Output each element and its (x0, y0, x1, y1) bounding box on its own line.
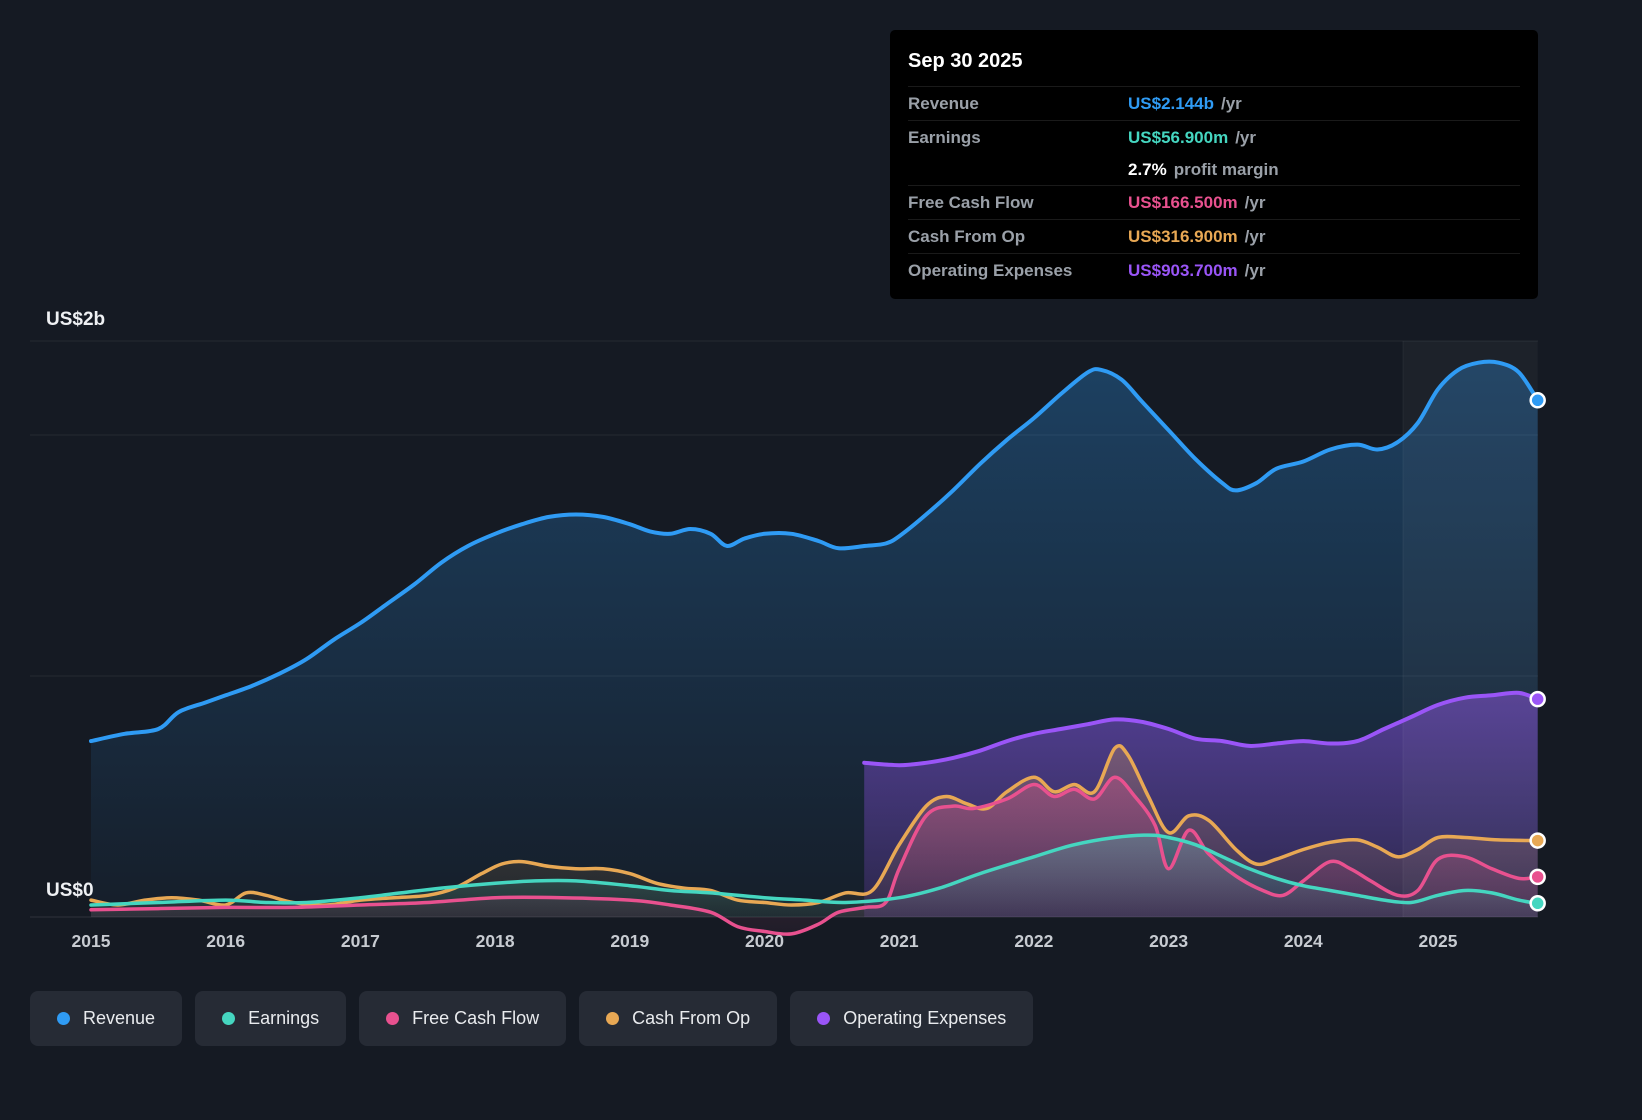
legend-item-revenue[interactable]: Revenue (30, 991, 183, 1046)
x-tick-label: 2025 (1419, 931, 1458, 951)
tooltip-margin-value: 2.7% (1128, 159, 1167, 179)
x-tick-label: 2022 (1014, 931, 1053, 951)
tooltip-label: Cash From Op (908, 226, 1026, 246)
tooltip-suffix: /yr (1221, 93, 1242, 113)
tooltip-label: Earnings (908, 127, 981, 147)
revenue-end-marker (1529, 392, 1546, 409)
recent-period-band (1403, 341, 1538, 917)
tooltip-row-free-cash-flow: Free Cash Flow US$166.500m/yr (908, 185, 1520, 219)
chart-legend: Revenue Earnings Free Cash Flow Cash Fro… (30, 991, 1034, 1046)
series-areas (91, 361, 1538, 935)
x-tick-label: 2020 (745, 931, 784, 951)
legend-item-operating-expenses[interactable]: Operating Expenses (790, 991, 1034, 1046)
free-cash-flow-end-marker (1529, 868, 1546, 886)
tooltip-value: US$2.144b (1128, 93, 1214, 113)
cash-from-op-line (89, 744, 1540, 907)
tooltip-row-earnings: Earnings US$56.900m/yr (908, 120, 1520, 154)
tooltip-suffix: /yr (1244, 226, 1266, 246)
revenue-line (89, 359, 1540, 744)
tooltip-row-revenue: Revenue US$2.144b/yr (908, 86, 1520, 120)
y-axis-label: US$0 (46, 880, 94, 901)
legend-label: Cash From Op (632, 1008, 751, 1028)
legend-label: Free Cash Flow (412, 1008, 540, 1028)
revenue-dot-icon (57, 1012, 70, 1025)
series-lines (89, 359, 1540, 936)
cash-from-op-end-marker (1529, 832, 1546, 849)
tooltip-suffix: /yr (1235, 127, 1256, 147)
tooltip-suffix: /yr (1244, 192, 1266, 212)
x-tick-label: 2018 (476, 931, 515, 951)
tooltip-label: Operating Expenses (908, 260, 1073, 280)
free-cash-flow-line (89, 775, 1540, 936)
earnings-end-marker (1529, 895, 1546, 912)
data-tooltip: Sep 30 2025 Revenue US$2.144b/yr Earning… (890, 30, 1538, 299)
end-markers (1529, 392, 1546, 912)
x-tick-label: 2019 (610, 931, 649, 951)
operating-expenses-line (862, 690, 1540, 768)
tooltip-row-operating-expenses: Operating Expenses US$903.700m/yr (908, 253, 1520, 287)
legend-item-cash-from-op[interactable]: Cash From Op (579, 991, 778, 1046)
x-tick-label: 2015 (72, 931, 111, 951)
tooltip-label: Free Cash Flow (908, 192, 1034, 212)
free-cash-flow-dot-icon (386, 1012, 400, 1025)
tooltip-value: US$166.500m (1128, 192, 1238, 212)
x-tick-label: 2021 (880, 931, 919, 951)
x-tick-label: 2023 (1149, 931, 1188, 951)
tooltip-row-profit-margin: 2.7% profit margin (908, 154, 1520, 185)
y-axis-label: US$2b (46, 309, 105, 330)
x-tick-label: 2017 (341, 931, 380, 951)
earnings-dot-icon (222, 1012, 236, 1025)
x-tick-label: 2016 (206, 931, 245, 951)
tooltip-date: Sep 30 2025 (908, 50, 1023, 72)
tooltip-suffix: /yr (1244, 260, 1266, 280)
legend-item-earnings[interactable]: Earnings (195, 991, 347, 1046)
legend-label: Operating Expenses (843, 1008, 1007, 1028)
x-tick-label: 2024 (1284, 931, 1323, 951)
tooltip-value: US$903.700m (1128, 260, 1238, 280)
legend-label: Revenue (83, 1008, 156, 1028)
tooltip-value: US$56.900m (1128, 127, 1229, 147)
tooltip-label: Revenue (908, 93, 979, 113)
legend-item-free-cash-flow[interactable]: Free Cash Flow (359, 991, 567, 1046)
earnings-line (89, 833, 1540, 907)
tooltip-margin-suffix: profit margin (1173, 159, 1279, 179)
legend-label: Earnings (248, 1008, 320, 1028)
operating-expenses-dot-icon (817, 1012, 831, 1025)
x-axis-labels: 2015 2016 2017 2018 2019 2020 2021 2022 2023 2024… (72, 931, 1458, 951)
tooltip-value: US$316.900m (1128, 226, 1238, 246)
operating-expenses-end-marker (1529, 690, 1546, 708)
cash-from-op-dot-icon (606, 1012, 620, 1025)
tooltip-row-cash-from-op: Cash From Op US$316.900m/yr (908, 219, 1520, 253)
